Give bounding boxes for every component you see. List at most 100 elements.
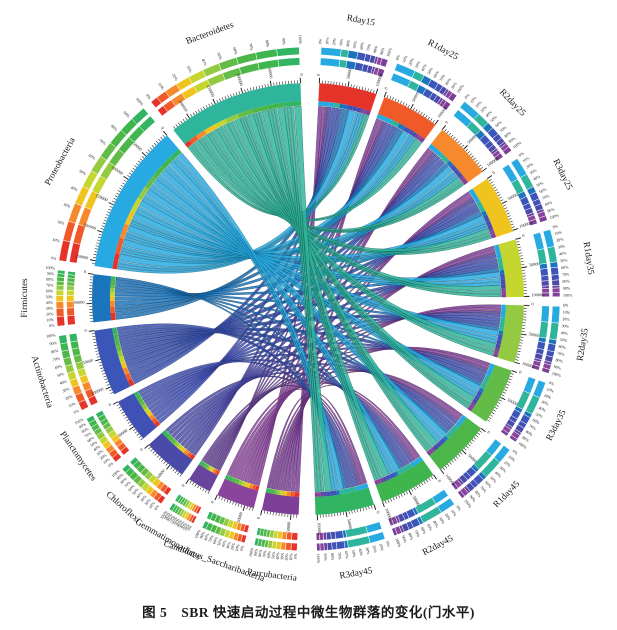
percent-tick-label: 70%	[123, 479, 132, 488]
value-tick	[383, 91, 387, 98]
value-tick	[152, 451, 155, 454]
percent-tick-label: 70%	[261, 549, 267, 558]
percent-tick-label: 50%	[172, 517, 180, 526]
inner-composition-strip	[167, 435, 174, 442]
inner-composition-strip	[110, 300, 115, 307]
inner-composition-strip	[125, 372, 132, 381]
value-tick	[122, 414, 126, 417]
inner-composition-strip	[137, 186, 149, 201]
value-tick-label: 250000	[75, 253, 89, 260]
value-tick	[177, 122, 181, 126]
composition-ring	[72, 223, 86, 245]
value-tick	[488, 417, 492, 420]
ribbon	[242, 116, 471, 407]
composition-ring	[67, 270, 76, 276]
percent-tick-label: 70%	[167, 514, 175, 523]
value-tick	[390, 498, 392, 502]
value-tick	[109, 206, 113, 208]
inner-composition-strip	[266, 102, 284, 110]
percent-tick-label: 60%	[420, 526, 428, 535]
percent-tick-label: 60%	[86, 435, 95, 444]
percent-tick-label: 80%	[119, 476, 128, 485]
percent-tick-label: 70%	[528, 423, 537, 431]
value-tick	[212, 98, 216, 105]
value-tick	[444, 465, 448, 469]
inner-composition-strip	[279, 490, 284, 496]
value-tick	[100, 228, 104, 230]
percent-tick-label: 90%	[553, 364, 562, 371]
composition-ring	[58, 239, 71, 262]
value-tick	[364, 87, 366, 91]
composition-ring	[256, 527, 262, 536]
composition-ring	[531, 364, 541, 371]
ribbon	[230, 120, 495, 353]
inner-composition-strip	[360, 108, 364, 114]
percent-tick-label: 90%	[379, 46, 386, 55]
composition-ring	[255, 48, 278, 61]
inner-composition-strip	[184, 140, 193, 148]
value-tick	[219, 98, 221, 102]
percent-tick-label: 90%	[507, 135, 516, 144]
value-tick	[118, 406, 122, 409]
value-tick-label: 50000	[507, 192, 519, 201]
value-tick	[138, 435, 142, 439]
value-tick	[490, 414, 493, 417]
value-tick	[511, 370, 518, 373]
percent-tick-label: 100%	[110, 468, 121, 478]
inner-composition-strip	[118, 356, 125, 364]
percent-tick-label: 40%	[538, 405, 547, 413]
value-tick	[229, 500, 232, 504]
percent-tick-label: 70%	[557, 350, 566, 357]
value-tick	[402, 102, 405, 106]
value-tick	[92, 336, 96, 338]
percent-tick-label: 50%	[559, 337, 568, 343]
value-tick	[519, 342, 523, 344]
value-tick-label: 0	[444, 120, 449, 125]
composition-ring	[319, 542, 325, 551]
value-tick	[106, 383, 110, 386]
value-tick	[517, 350, 521, 353]
inner-composition-strip	[474, 395, 480, 401]
value-tick	[129, 424, 133, 427]
inner-composition-strip	[241, 481, 247, 487]
phylum-arc-Firmicutes: 0 50000 0%10%20%30%40%50%60%70%80%90%100% F…	[19, 265, 116, 328]
value-tick	[469, 153, 472, 156]
inner-composition-strip	[478, 387, 485, 393]
value-tick	[194, 483, 197, 487]
value-tick	[400, 100, 402, 104]
inner-composition-strip	[270, 489, 275, 494]
composition-ring	[538, 215, 548, 223]
inner-composition-strip	[496, 339, 502, 345]
ribbon	[130, 220, 487, 262]
percent-tick-label: 70%	[46, 282, 54, 287]
inner-composition-strip	[141, 403, 148, 410]
value-tick	[518, 345, 522, 347]
composition-ring	[551, 305, 561, 324]
percent-tick-label: 90%	[450, 80, 459, 89]
composition-ring	[319, 57, 341, 68]
inner-composition-strip	[389, 472, 397, 479]
sample-label-R3day45: R3day45	[339, 565, 374, 581]
percent-tick-label: 30%	[95, 448, 104, 457]
ribbon	[270, 108, 380, 480]
value-tick	[493, 186, 497, 189]
arc-band	[118, 393, 157, 439]
inner-composition-strip	[214, 119, 228, 129]
value-tick	[370, 89, 372, 93]
inner-composition-strip	[475, 390, 483, 398]
arc-band	[318, 83, 377, 112]
percent-tick-label: 80%	[265, 39, 271, 48]
percent-tick-label: 20%	[503, 459, 512, 468]
value-tick-label: 0	[84, 269, 87, 274]
value-tick	[447, 463, 450, 467]
value-tick	[208, 103, 211, 107]
phylum-label-Gemmatimonadetes: Gemmatimonadetes	[134, 516, 203, 562]
composition-ring	[58, 334, 68, 345]
sample-label-R2day45: R2day45	[420, 533, 454, 557]
percent-tick-label: 0%	[153, 503, 161, 511]
value-tick	[520, 336, 524, 338]
percent-tick-label: 50%	[46, 294, 54, 299]
value-tick-label: 50000	[82, 358, 94, 366]
value-tick	[179, 474, 182, 477]
value-tick	[172, 468, 175, 472]
